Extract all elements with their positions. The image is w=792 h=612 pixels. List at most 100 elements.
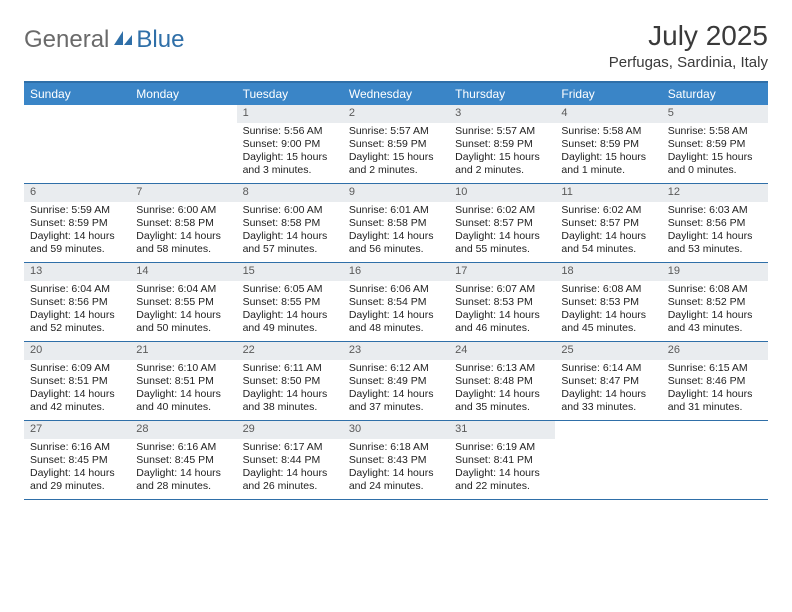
- daylight-line: Daylight: 14 hours and 53 minutes.: [668, 230, 762, 256]
- day-details: Sunrise: 5:59 AMSunset: 8:59 PMDaylight:…: [24, 202, 130, 261]
- day-number: 13: [24, 263, 130, 281]
- day-number: 30: [343, 421, 449, 439]
- calendar-day-cell: 13Sunrise: 6:04 AMSunset: 8:56 PMDayligh…: [24, 263, 130, 341]
- daylight-line: Daylight: 14 hours and 57 minutes.: [243, 230, 337, 256]
- day-number: 2: [343, 105, 449, 123]
- weekday-header-cell: Thursday: [449, 83, 555, 105]
- sunrise-line: Sunrise: 6:16 AM: [136, 441, 230, 454]
- daylight-line: Daylight: 14 hours and 54 minutes.: [561, 230, 655, 256]
- logo-sail-icon: [112, 29, 134, 47]
- calendar-day-cell: 19Sunrise: 6:08 AMSunset: 8:52 PMDayligh…: [662, 263, 768, 341]
- day-details: Sunrise: 5:58 AMSunset: 8:59 PMDaylight:…: [662, 123, 768, 182]
- weekday-header-cell: Sunday: [24, 83, 130, 105]
- calendar-week-row: 13Sunrise: 6:04 AMSunset: 8:56 PMDayligh…: [24, 263, 768, 342]
- sunset-line: Sunset: 8:57 PM: [455, 217, 549, 230]
- daylight-line: Daylight: 14 hours and 46 minutes.: [455, 309, 549, 335]
- day-number: 24: [449, 342, 555, 360]
- sunset-line: Sunset: 8:47 PM: [561, 375, 655, 388]
- day-details: Sunrise: 6:17 AMSunset: 8:44 PMDaylight:…: [237, 439, 343, 498]
- day-number: 5: [662, 105, 768, 123]
- sunset-line: Sunset: 8:55 PM: [136, 296, 230, 309]
- sunset-line: Sunset: 8:59 PM: [455, 138, 549, 151]
- weekday-header-cell: Friday: [555, 83, 661, 105]
- day-number: 15: [237, 263, 343, 281]
- day-number: 31: [449, 421, 555, 439]
- day-details: Sunrise: 6:04 AMSunset: 8:56 PMDaylight:…: [24, 281, 130, 340]
- day-details: Sunrise: 6:03 AMSunset: 8:56 PMDaylight:…: [662, 202, 768, 261]
- day-details: Sunrise: 5:56 AMSunset: 9:00 PMDaylight:…: [237, 123, 343, 182]
- day-details: Sunrise: 6:19 AMSunset: 8:41 PMDaylight:…: [449, 439, 555, 498]
- day-number: 4: [555, 105, 661, 123]
- title-block: July 2025 Perfugas, Sardinia, Italy: [609, 20, 768, 71]
- calendar-empty-cell: [24, 105, 130, 183]
- sunset-line: Sunset: 8:56 PM: [668, 217, 762, 230]
- calendar-day-cell: 27Sunrise: 6:16 AMSunset: 8:45 PMDayligh…: [24, 421, 130, 499]
- sunrise-line: Sunrise: 6:02 AM: [455, 204, 549, 217]
- day-number: 25: [555, 342, 661, 360]
- day-number: 1: [237, 105, 343, 123]
- sunset-line: Sunset: 8:51 PM: [30, 375, 124, 388]
- sunset-line: Sunset: 8:58 PM: [136, 217, 230, 230]
- daylight-line: Daylight: 14 hours and 35 minutes.: [455, 388, 549, 414]
- day-details: Sunrise: 6:07 AMSunset: 8:53 PMDaylight:…: [449, 281, 555, 340]
- day-number: 22: [237, 342, 343, 360]
- daylight-line: Daylight: 14 hours and 50 minutes.: [136, 309, 230, 335]
- calendar-day-cell: 1Sunrise: 5:56 AMSunset: 9:00 PMDaylight…: [237, 105, 343, 183]
- day-number: 21: [130, 342, 236, 360]
- sunrise-line: Sunrise: 6:15 AM: [668, 362, 762, 375]
- weekday-header-cell: Saturday: [662, 83, 768, 105]
- day-number: 7: [130, 184, 236, 202]
- daylight-line: Daylight: 14 hours and 45 minutes.: [561, 309, 655, 335]
- sunset-line: Sunset: 8:56 PM: [30, 296, 124, 309]
- calendar-day-cell: 20Sunrise: 6:09 AMSunset: 8:51 PMDayligh…: [24, 342, 130, 420]
- calendar-day-cell: 29Sunrise: 6:17 AMSunset: 8:44 PMDayligh…: [237, 421, 343, 499]
- day-details: Sunrise: 5:58 AMSunset: 8:59 PMDaylight:…: [555, 123, 661, 182]
- calendar-day-cell: 14Sunrise: 6:04 AMSunset: 8:55 PMDayligh…: [130, 263, 236, 341]
- sunrise-line: Sunrise: 6:00 AM: [136, 204, 230, 217]
- daylight-line: Daylight: 14 hours and 26 minutes.: [243, 467, 337, 493]
- day-details: Sunrise: 6:08 AMSunset: 8:52 PMDaylight:…: [662, 281, 768, 340]
- sunrise-line: Sunrise: 6:04 AM: [30, 283, 124, 296]
- location-text: Perfugas, Sardinia, Italy: [609, 54, 768, 71]
- sunset-line: Sunset: 8:50 PM: [243, 375, 337, 388]
- day-number: 18: [555, 263, 661, 281]
- calendar-day-cell: 7Sunrise: 6:00 AMSunset: 8:58 PMDaylight…: [130, 184, 236, 262]
- day-number: 28: [130, 421, 236, 439]
- header: General Blue July 2025 Perfugas, Sardini…: [24, 20, 768, 71]
- calendar-day-cell: 23Sunrise: 6:12 AMSunset: 8:49 PMDayligh…: [343, 342, 449, 420]
- calendar-day-cell: 3Sunrise: 5:57 AMSunset: 8:59 PMDaylight…: [449, 105, 555, 183]
- calendar-empty-cell: [662, 421, 768, 499]
- calendar-week-row: 20Sunrise: 6:09 AMSunset: 8:51 PMDayligh…: [24, 342, 768, 421]
- daylight-line: Daylight: 14 hours and 55 minutes.: [455, 230, 549, 256]
- day-number: 12: [662, 184, 768, 202]
- month-title: July 2025: [609, 20, 768, 52]
- sunrise-line: Sunrise: 6:02 AM: [561, 204, 655, 217]
- sunset-line: Sunset: 8:59 PM: [561, 138, 655, 151]
- calendar-day-cell: 16Sunrise: 6:06 AMSunset: 8:54 PMDayligh…: [343, 263, 449, 341]
- day-details: Sunrise: 6:00 AMSunset: 8:58 PMDaylight:…: [237, 202, 343, 261]
- calendar-week-row: 27Sunrise: 6:16 AMSunset: 8:45 PMDayligh…: [24, 421, 768, 500]
- weekday-header-cell: Monday: [130, 83, 236, 105]
- day-details: Sunrise: 6:01 AMSunset: 8:58 PMDaylight:…: [343, 202, 449, 261]
- daylight-line: Daylight: 14 hours and 40 minutes.: [136, 388, 230, 414]
- daylight-line: Daylight: 14 hours and 56 minutes.: [349, 230, 443, 256]
- sunrise-line: Sunrise: 6:01 AM: [349, 204, 443, 217]
- sunrise-line: Sunrise: 6:10 AM: [136, 362, 230, 375]
- calendar-day-cell: 25Sunrise: 6:14 AMSunset: 8:47 PMDayligh…: [555, 342, 661, 420]
- daylight-line: Daylight: 14 hours and 42 minutes.: [30, 388, 124, 414]
- day-number: 23: [343, 342, 449, 360]
- sunset-line: Sunset: 8:53 PM: [455, 296, 549, 309]
- day-details: Sunrise: 6:18 AMSunset: 8:43 PMDaylight:…: [343, 439, 449, 498]
- calendar-page: General Blue July 2025 Perfugas, Sardini…: [0, 0, 792, 520]
- sunrise-line: Sunrise: 6:03 AM: [668, 204, 762, 217]
- sunset-line: Sunset: 8:53 PM: [561, 296, 655, 309]
- sunrise-line: Sunrise: 5:59 AM: [30, 204, 124, 217]
- calendar-day-cell: 15Sunrise: 6:05 AMSunset: 8:55 PMDayligh…: [237, 263, 343, 341]
- day-number: 3: [449, 105, 555, 123]
- calendar-day-cell: 31Sunrise: 6:19 AMSunset: 8:41 PMDayligh…: [449, 421, 555, 499]
- sunset-line: Sunset: 8:51 PM: [136, 375, 230, 388]
- sunset-line: Sunset: 8:45 PM: [30, 454, 124, 467]
- sunset-line: Sunset: 8:59 PM: [349, 138, 443, 151]
- calendar-day-cell: 17Sunrise: 6:07 AMSunset: 8:53 PMDayligh…: [449, 263, 555, 341]
- day-details: Sunrise: 6:02 AMSunset: 8:57 PMDaylight:…: [449, 202, 555, 261]
